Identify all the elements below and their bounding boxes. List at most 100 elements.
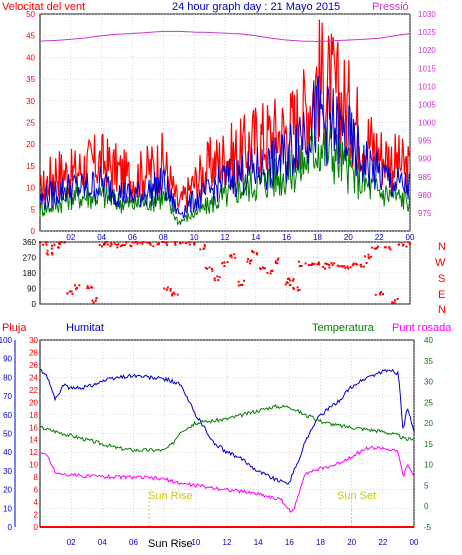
direction-point <box>218 276 221 279</box>
direction-point <box>384 246 387 249</box>
direction-point <box>251 249 254 252</box>
direction-point <box>70 290 73 293</box>
humidity-x-tick: 02 <box>67 538 76 547</box>
direction-point <box>68 290 71 293</box>
direction-point <box>383 246 386 249</box>
rain-y-tick: 12 <box>29 448 38 457</box>
compass-w: W <box>435 257 446 269</box>
direction-point <box>181 241 184 244</box>
dewpoint-title: Punt rosada <box>392 322 452 334</box>
direction-point <box>163 287 166 290</box>
rain-y-tick: 8 <box>34 473 39 482</box>
pressure-y-tick: 1000 <box>418 119 436 128</box>
wind-y-tick: 40 <box>26 53 35 62</box>
direction-point <box>243 279 246 282</box>
direction-point <box>276 258 279 261</box>
direction-point <box>211 267 213 270</box>
direction-point <box>105 241 108 243</box>
direction-point <box>171 294 174 297</box>
rain-y-tick: 4 <box>34 498 39 507</box>
series-humitat <box>39 368 415 485</box>
direction-point <box>203 245 206 248</box>
direction-point <box>394 299 397 302</box>
direction-point <box>174 243 177 246</box>
direction-point <box>407 241 410 244</box>
direction-point <box>92 301 95 304</box>
humidity-x-tick: 14 <box>254 538 263 547</box>
direction-point <box>179 242 182 245</box>
temperature-y-tick: 25 <box>424 398 433 407</box>
grid-lines <box>14 13 415 528</box>
pressure-y-tick: 1030 <box>418 10 436 19</box>
direction-point <box>104 242 106 245</box>
direction-point <box>373 247 376 250</box>
humidity-x-tick: 10 <box>191 538 200 547</box>
direction-point <box>110 243 113 246</box>
direction-point <box>351 264 354 267</box>
direction-point <box>292 278 295 281</box>
direction-point <box>359 263 362 266</box>
wind-y-tick: 20 <box>26 140 35 149</box>
direction-point <box>338 265 341 268</box>
wind-x-tick: 16 <box>282 233 291 242</box>
wind-y-tick: 0 <box>31 227 36 236</box>
direction-point <box>380 291 383 294</box>
direction-point <box>274 260 277 263</box>
direction-point <box>247 258 250 261</box>
direction-point <box>356 263 359 266</box>
direction-point <box>382 293 384 296</box>
direction-point <box>206 267 209 270</box>
temperature-y-tick: 0 <box>424 502 429 511</box>
direction-point <box>86 285 89 288</box>
direction-point <box>213 277 216 280</box>
direction-point <box>343 265 346 268</box>
direction-point <box>346 265 349 268</box>
direction-y-tick: 270 <box>23 254 37 263</box>
wind-x-tick: 08 <box>159 233 168 242</box>
direction-point <box>289 284 292 286</box>
sunset-label: Sun Set <box>337 490 376 502</box>
direction-point <box>46 253 49 256</box>
direction-point <box>405 245 408 248</box>
direction-point <box>173 293 176 296</box>
wind-x-tick: 04 <box>97 233 106 242</box>
direction-point <box>199 248 202 251</box>
direction-point <box>165 288 168 291</box>
rain-y-tick: 20 <box>29 398 38 407</box>
direction-point <box>51 253 54 256</box>
direction-point <box>328 266 331 269</box>
direction-point <box>364 255 367 258</box>
direction-point <box>230 254 233 257</box>
direction-point <box>172 291 175 294</box>
direction-point <box>166 286 169 289</box>
direction-point <box>276 262 279 265</box>
temperature-title: Temperatura <box>312 322 375 334</box>
temperature-y-tick: 40 <box>424 336 433 345</box>
direction-point <box>391 301 394 304</box>
humidity-y-tick: 60 <box>3 411 12 420</box>
direction-point <box>309 263 312 266</box>
tick-labels: 0510152025303540455097598098599099510001… <box>0 10 436 547</box>
compass-e: E <box>438 289 445 301</box>
wind-x-tick: 02 <box>66 233 75 242</box>
direction-point <box>95 297 98 300</box>
direction-point <box>388 247 391 250</box>
direction-point <box>264 267 266 270</box>
direction-point <box>360 265 363 268</box>
direction-point <box>277 257 280 260</box>
direction-point <box>176 293 179 296</box>
chart-title: 24 hour graph day : 21 Mayo 2015 <box>172 1 340 13</box>
direction-point <box>398 243 400 246</box>
humidity-y-tick: 70 <box>3 392 12 401</box>
direction-point <box>216 275 219 278</box>
direction-point <box>46 249 49 252</box>
pressure-y-tick: 995 <box>418 137 432 146</box>
direction-point <box>131 241 134 244</box>
direction-point <box>152 245 155 248</box>
humidity-y-tick: 80 <box>3 373 12 382</box>
direction-point <box>223 261 226 264</box>
direction-point <box>284 283 287 286</box>
direction-point <box>174 241 177 243</box>
direction-point <box>174 242 176 245</box>
direction-y-tick: 180 <box>23 269 37 278</box>
